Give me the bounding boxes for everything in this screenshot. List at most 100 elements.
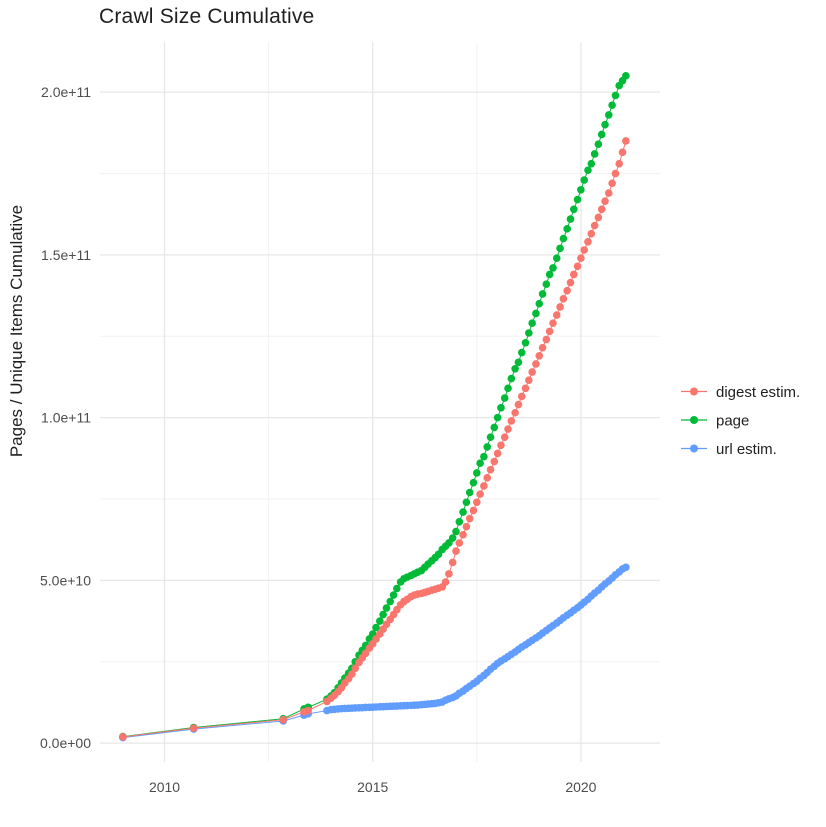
data-point [608,179,616,188]
y-tick-label: 5.0e+10 [40,572,91,588]
data-point [587,159,596,168]
legend-key-point-icon [690,444,698,453]
data-point [493,413,502,422]
data-point [476,459,484,467]
data-point [493,449,502,458]
data-point [604,189,613,197]
data-point [542,280,551,288]
data-point [590,150,599,158]
data-point [504,425,512,433]
legend-label: url estim. [716,441,777,458]
data-point [525,376,533,384]
x-tick-label: 2010 [149,779,180,795]
data-point [486,465,495,474]
data-point [379,610,387,619]
data-point [189,724,198,732]
data-point [462,522,471,531]
data-point [590,221,599,230]
data-point [393,584,401,593]
data-point [469,506,478,515]
chart-title: Crawl Size Cumulative [99,5,315,28]
data-point [538,290,547,298]
data-point [486,433,495,441]
data-point [608,101,616,109]
data-point [490,457,499,466]
data-point [549,264,557,272]
data-point [556,244,564,253]
data-point [573,262,582,271]
data-point [445,570,453,578]
data-point [538,343,547,352]
data-point [552,311,561,319]
data-point [483,443,492,451]
data-point [372,623,380,632]
data-point [597,205,606,214]
data-point [517,348,526,357]
data-point [497,441,505,450]
data-point [459,531,467,539]
x-tick-label: 2020 [565,779,596,795]
data-point [552,254,561,262]
data-point [490,423,499,432]
data-point [521,384,530,393]
data-point [469,478,478,487]
data-point [528,368,536,376]
data-point [480,452,488,461]
data-point [480,482,488,490]
data-point [473,498,481,507]
data-point [622,137,630,145]
data-point [584,238,592,246]
data-point [441,578,450,586]
data-point [483,474,492,482]
data-point [532,309,540,318]
data-point [566,215,575,223]
data-point [452,527,460,536]
data-point [594,140,603,149]
data-point [566,278,575,287]
data-point [584,166,592,175]
legend-key-point-icon [690,387,698,396]
data-point [622,563,630,572]
y-tick-label: 1.0e+11 [41,410,91,426]
legend-key-point-icon [690,416,698,424]
series-line-digest-estim- [122,140,627,738]
data-point [521,338,530,347]
data-point [542,335,551,344]
data-point [601,197,609,205]
data-point [500,394,509,402]
data-point [448,558,457,567]
data-point [476,490,484,498]
data-point [351,664,360,673]
data-point [452,547,460,555]
data-point [525,329,533,337]
data-point [559,295,568,303]
data-point [594,213,603,222]
data-point [580,176,589,184]
data-point [507,374,516,383]
data-point [528,319,536,328]
data-point [514,358,523,367]
data-point [601,120,609,129]
data-point [604,111,613,119]
data-point [577,254,585,262]
data-point [386,597,395,606]
data-point [563,225,571,233]
data-point [511,408,519,417]
data-point [465,488,474,497]
data-point [465,514,474,523]
data-point [473,469,481,477]
data-point [507,417,516,425]
data-point [514,400,523,409]
data-point [382,604,391,612]
y-tick-label: 1.5e+11 [41,247,91,263]
data-point [504,384,512,393]
data-point [375,617,384,625]
legend-label: digest estim. [716,384,800,401]
y-tick-label: 2.0e+11 [41,84,91,100]
data-point [556,303,564,311]
data-point [500,433,509,441]
data-point [448,534,457,542]
data-point [511,364,519,373]
data-point [611,91,620,100]
